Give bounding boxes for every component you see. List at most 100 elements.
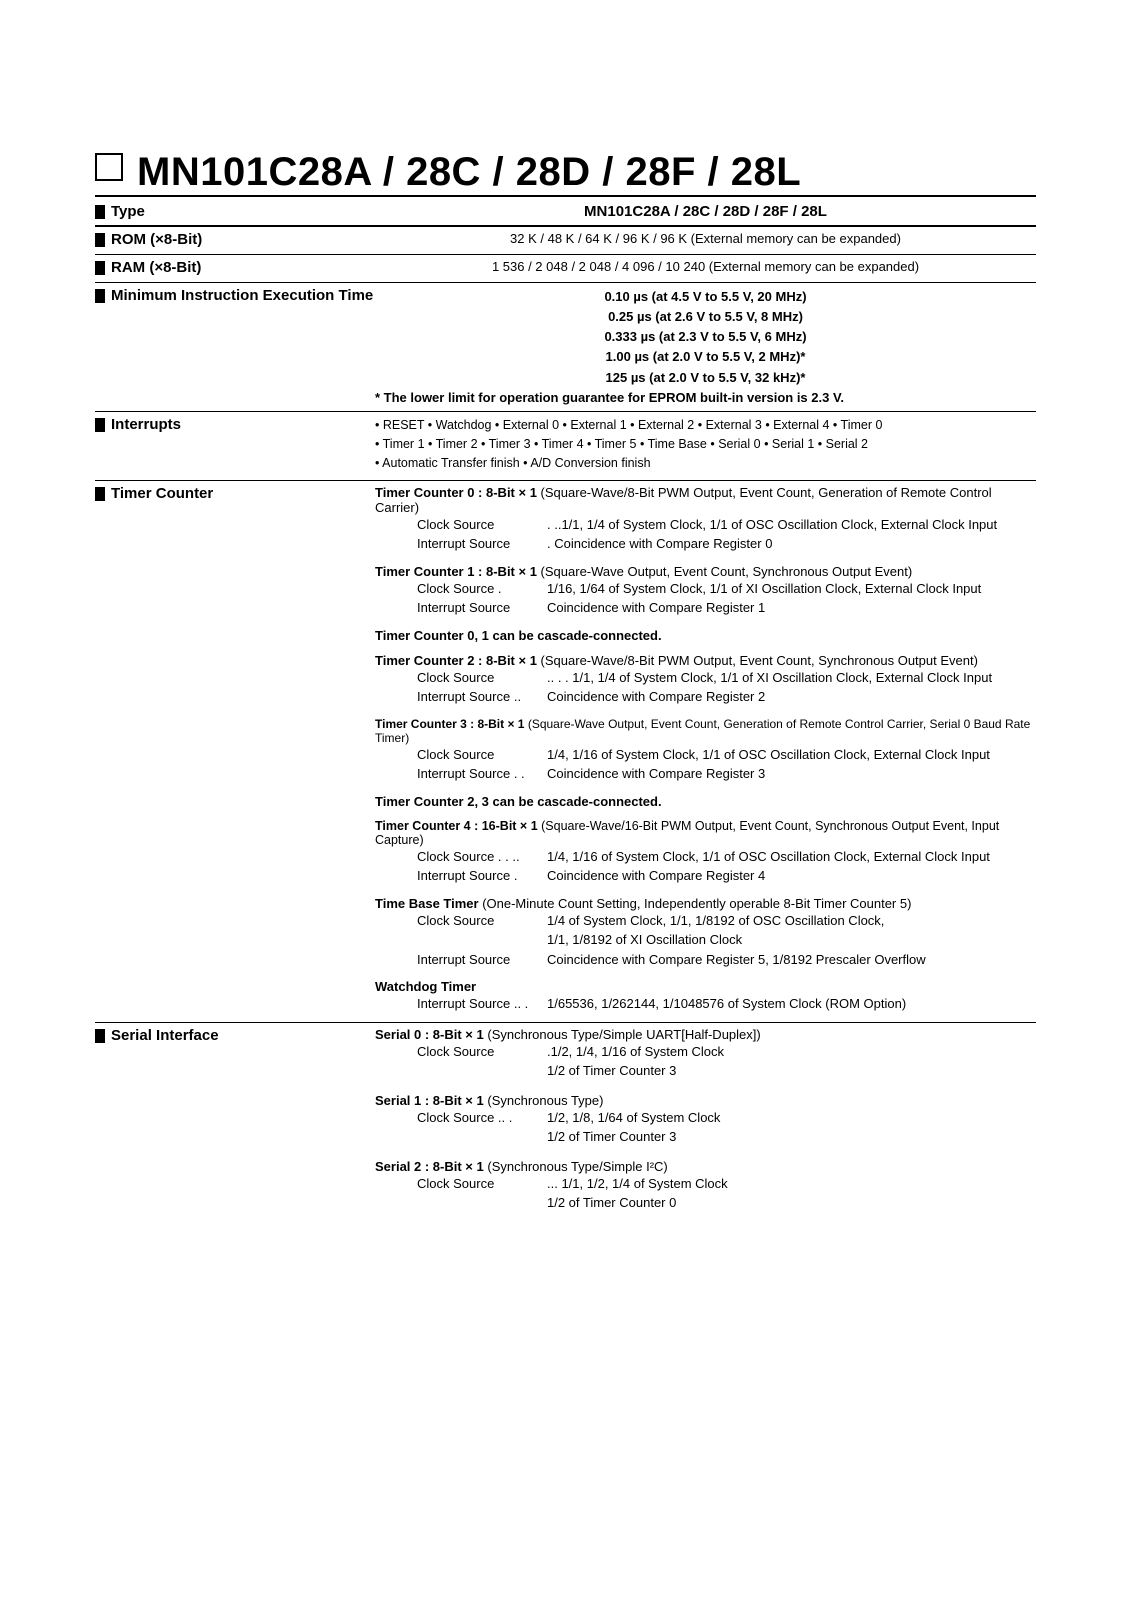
section-marker-icon <box>95 418 105 432</box>
tc2-int: Interrupt Source ..Coincidence with Comp… <box>375 687 1036 707</box>
timer-counter-1: Timer Counter 1 : 8-Bit × 1 (Square-Wave… <box>375 564 1036 618</box>
page-title-row: MN101C28A / 28C / 28D / 28F / 28L <box>95 150 1036 197</box>
section-marker-icon <box>95 487 105 501</box>
tc1-clock-label: Clock Source . <box>417 579 547 599</box>
tc4-head-bold: Timer Counter 4 : 16-Bit × 1 <box>375 819 538 833</box>
type-label-text: Type <box>111 203 145 220</box>
s1-head: Serial 1 : 8-Bit × 1 (Synchronous Type) <box>375 1093 1036 1108</box>
tc0-int: Interrupt Source. Coincidence with Compa… <box>375 534 1036 554</box>
timer-row: Timer Counter Timer Counter 0 : 8-Bit × … <box>95 481 1036 1023</box>
wdt-int-val: 1/65536, 1/262144, 1/1048576 of System C… <box>547 994 906 1014</box>
interrupt-list-line: • RESET • Watchdog • External 0 • Extern… <box>375 416 1036 435</box>
tc2-clock-label: Clock Source <box>417 668 547 688</box>
miet-value: 0.10 µs (at 4.5 V to 5.5 V, 20 MHz) 0.25… <box>375 287 1036 405</box>
tc2-int-label: Interrupt Source .. <box>417 687 547 707</box>
rom-value: 32 K / 48 K / 64 K / 96 K / 96 K (Extern… <box>375 231 1036 248</box>
interrupts-row: Interrupts • RESET • Watchdog • External… <box>95 412 1036 481</box>
tc1-head-bold: Timer Counter 1 : 8-Bit × 1 <box>375 564 537 579</box>
timer-counter-2: Timer Counter 2 : 8-Bit × 1 (Square-Wave… <box>375 653 1036 707</box>
miet-row: Minimum Instruction Execution Time 0.10 … <box>95 283 1036 412</box>
tc4-clock-label: Clock Source . . .. <box>417 847 547 867</box>
tc0-int-val: . Coincidence with Compare Register 0 <box>547 534 772 554</box>
title-checkbox-icon <box>95 153 123 181</box>
serial-value: Serial 0 : 8-Bit × 1 (Synchronous Type/S… <box>375 1027 1036 1213</box>
tc3-clock-label: Clock Source <box>417 745 547 765</box>
rom-row: ROM (×8-Bit) 32 K / 48 K / 64 K / 96 K /… <box>95 227 1036 255</box>
tc1-int-val: Coincidence with Compare Register 1 <box>547 598 765 618</box>
tc0-clock-val: . ..1/1, 1/4 of System Clock, 1/1 of OSC… <box>547 515 997 535</box>
s1-clock2: 1/2 of Timer Counter 3 <box>375 1127 1036 1147</box>
s2-clock1: Clock Source... 1/1, 1/2, 1/4 of System … <box>375 1174 1036 1194</box>
s1-clock1: Clock Source .. .1/2, 1/8, 1/64 of Syste… <box>375 1108 1036 1128</box>
s1-head-bold: Serial 1 : 8-Bit × 1 <box>375 1093 484 1108</box>
s0-clock-label-empty <box>417 1061 547 1081</box>
ram-label-text: RAM (×8-Bit) <box>111 259 201 276</box>
tbt-int-val: Coincidence with Compare Register 5, 1/8… <box>547 950 926 970</box>
tc1-int-label: Interrupt Source <box>417 598 547 618</box>
section-marker-icon <box>95 205 105 219</box>
s0-clock1: Clock Source.1/2, 1/4, 1/16 of System Cl… <box>375 1042 1036 1062</box>
s0-head: Serial 0 : 8-Bit × 1 (Synchronous Type/S… <box>375 1027 1036 1042</box>
s1-clock-val2: 1/2 of Timer Counter 3 <box>547 1127 676 1147</box>
serial-2: Serial 2 : 8-Bit × 1 (Synchronous Type/S… <box>375 1159 1036 1213</box>
tc4-clock: Clock Source . . ..1/4, 1/16 of System C… <box>375 847 1036 867</box>
tbt-clock-label-empty <box>417 930 547 950</box>
miet-label-text: Minimum Instruction Execution Time <box>111 287 373 304</box>
tc1-int: Interrupt SourceCoincidence with Compare… <box>375 598 1036 618</box>
tc3-clock-val: 1/4, 1/16 of System Clock, 1/1 of OSC Os… <box>547 745 990 765</box>
tc0-head: Timer Counter 0 : 8-Bit × 1 (Square-Wave… <box>375 485 1036 515</box>
tbt-int: Interrupt SourceCoincidence with Compare… <box>375 950 1036 970</box>
tbt-head-bold: Time Base Timer <box>375 896 479 911</box>
miet-line: 0.25 µs (at 2.6 V to 5.5 V, 8 MHz) <box>375 307 1036 327</box>
tbt-head-rest: (One-Minute Count Setting, Independently… <box>479 896 912 911</box>
rom-label: ROM (×8-Bit) <box>95 231 375 248</box>
tc4-clock-val: 1/4, 1/16 of System Clock, 1/1 of OSC Os… <box>547 847 990 867</box>
tc2-head-rest: (Square-Wave/8-Bit PWM Output, Event Cou… <box>537 653 978 668</box>
tc2-head: Timer Counter 2 : 8-Bit × 1 (Square-Wave… <box>375 653 1036 668</box>
tc2-clock-val: .. . . 1/1, 1/4 of System Clock, 1/1 of … <box>547 668 992 688</box>
tc4-int-label: Interrupt Source . <box>417 866 547 886</box>
s0-clock-val2: 1/2 of Timer Counter 3 <box>547 1061 676 1081</box>
s2-clock2: 1/2 of Timer Counter 0 <box>375 1193 1036 1213</box>
serial-label-text: Serial Interface <box>111 1027 219 1044</box>
s1-head-rest: (Synchronous Type) <box>484 1093 604 1108</box>
s2-clock-val1: ... 1/1, 1/2, 1/4 of System Clock <box>547 1174 728 1194</box>
ram-label: RAM (×8-Bit) <box>95 259 375 276</box>
s2-clock-label-empty <box>417 1193 547 1213</box>
tbt-clock1: Clock Source1/4 of System Clock, 1/1, 1/… <box>375 911 1036 931</box>
tc1-clock: Clock Source .1/16, 1/64 of System Clock… <box>375 579 1036 599</box>
s1-clock-label-empty <box>417 1127 547 1147</box>
time-base-timer: Time Base Timer (One-Minute Count Settin… <box>375 896 1036 970</box>
s0-head-rest: (Synchronous Type/Simple UART[Half-Duple… <box>484 1027 761 1042</box>
serial-1: Serial 1 : 8-Bit × 1 (Synchronous Type) … <box>375 1093 1036 1147</box>
section-marker-icon <box>95 289 105 303</box>
s0-clock-label: Clock Source <box>417 1042 547 1062</box>
s0-head-bold: Serial 0 : 8-Bit × 1 <box>375 1027 484 1042</box>
tbt-clock-label: Clock Source <box>417 911 547 931</box>
serial-0: Serial 0 : 8-Bit × 1 (Synchronous Type/S… <box>375 1027 1036 1081</box>
s2-clock-label: Clock Source <box>417 1174 547 1194</box>
tc3-int-val: Coincidence with Compare Register 3 <box>547 764 765 784</box>
tbt-clock-val1: 1/4 of System Clock, 1/1, 1/8192 of OSC … <box>547 911 884 931</box>
interrupts-value: • RESET • Watchdog • External 0 • Extern… <box>375 416 1036 474</box>
tbt-clock2: 1/1, 1/8192 of XI Oscillation Clock <box>375 930 1036 950</box>
timer-counter-0: Timer Counter 0 : 8-Bit × 1 (Square-Wave… <box>375 485 1036 554</box>
tc1-clock-val: 1/16, 1/64 of System Clock, 1/1 of XI Os… <box>547 579 981 599</box>
ram-value: 1 536 / 2 048 / 2 048 / 4 096 / 10 240 (… <box>375 259 1036 276</box>
s1-clock-label: Clock Source .. . <box>417 1108 547 1128</box>
cascade-01: Timer Counter 0, 1 can be cascade-connec… <box>375 628 1036 643</box>
tc1-head: Timer Counter 1 : 8-Bit × 1 (Square-Wave… <box>375 564 1036 579</box>
miet-line: 0.10 µs (at 4.5 V to 5.5 V, 20 MHz) <box>375 287 1036 307</box>
wdt-int-label: Interrupt Source .. . <box>417 994 547 1014</box>
tc3-int: Interrupt Source . .Coincidence with Com… <box>375 764 1036 784</box>
s2-head-bold: Serial 2 : 8-Bit × 1 <box>375 1159 484 1174</box>
tbt-clock-val2: 1/1, 1/8192 of XI Oscillation Clock <box>547 930 742 950</box>
tbt-head: Time Base Timer (One-Minute Count Settin… <box>375 896 1036 911</box>
tc4-head: Timer Counter 4 : 16-Bit × 1 (Square-Wav… <box>375 819 1036 847</box>
section-marker-icon <box>95 261 105 275</box>
miet-label: Minimum Instruction Execution Time <box>95 287 375 405</box>
miet-note: * The lower limit for operation guarante… <box>375 390 1036 405</box>
tc0-clock: Clock Source. ..1/1, 1/4 of System Clock… <box>375 515 1036 535</box>
tbt-int-label: Interrupt Source <box>417 950 547 970</box>
miet-line: 125 µs (at 2.0 V to 5.5 V, 32 kHz)* <box>375 368 1036 388</box>
